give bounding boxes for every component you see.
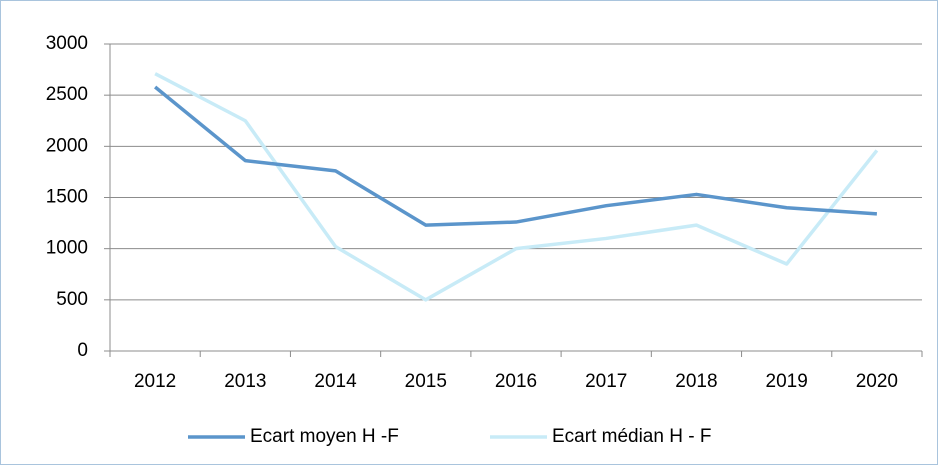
- x-tick-label: 2018: [675, 371, 717, 392]
- y-tick-label: 1500: [46, 187, 88, 208]
- y-tick-label: 2000: [46, 135, 88, 156]
- x-tick-label: 2013: [224, 371, 266, 392]
- x-tick-label: 2019: [766, 371, 808, 392]
- y-tick-label: 0: [77, 340, 88, 361]
- x-tick-label: 2016: [495, 371, 537, 392]
- y-tick-label: 2500: [46, 84, 88, 105]
- x-tick-label: 2012: [134, 371, 176, 392]
- y-tick-label: 3000: [46, 33, 88, 54]
- legend-label: Ecart médian H - F: [552, 426, 711, 447]
- line-series: [154, 85, 878, 227]
- y-tick-label: 1000: [46, 238, 88, 259]
- x-tick-label: 2014: [314, 371, 357, 392]
- x-tick-label: 2020: [856, 371, 898, 392]
- y-tick-label: 500: [56, 289, 88, 310]
- x-tick-label: 2017: [585, 371, 627, 392]
- legend-label: Ecart moyen H -F: [250, 426, 399, 447]
- x-tick-label: 2015: [405, 371, 447, 392]
